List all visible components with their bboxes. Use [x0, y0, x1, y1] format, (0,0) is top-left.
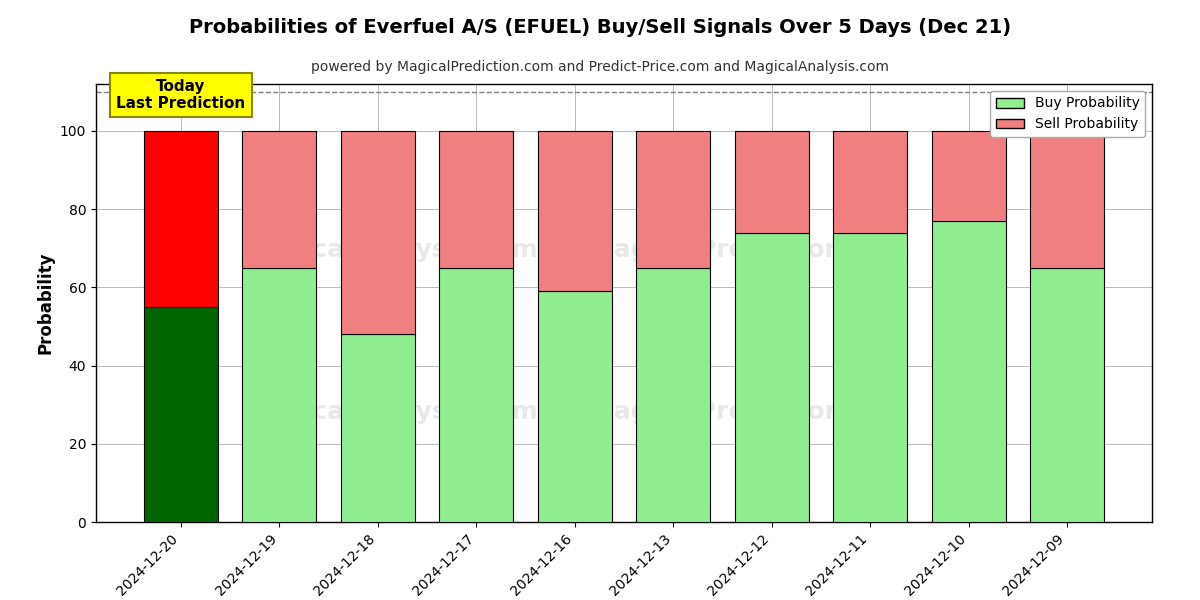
Y-axis label: Probability: Probability — [36, 252, 54, 354]
Text: MagicalPrediction.com: MagicalPrediction.com — [590, 401, 911, 425]
Bar — [636, 268, 710, 522]
Bar — [636, 131, 710, 268]
Bar — [144, 131, 218, 307]
Bar — [439, 268, 514, 522]
Bar — [734, 233, 809, 522]
Bar — [538, 131, 612, 291]
Bar — [242, 131, 317, 268]
Text: MagicalAnalysis.com: MagicalAnalysis.com — [245, 238, 539, 262]
Bar — [538, 291, 612, 522]
Text: MagicalPrediction.com: MagicalPrediction.com — [590, 238, 911, 262]
Bar — [1030, 268, 1104, 522]
Bar — [931, 131, 1006, 221]
Bar — [341, 131, 415, 334]
Bar — [1030, 131, 1104, 268]
Bar — [144, 307, 218, 522]
Text: MagicalAnalysis.com: MagicalAnalysis.com — [245, 401, 539, 425]
Bar — [242, 268, 317, 522]
Text: Today
Last Prediction: Today Last Prediction — [116, 79, 246, 112]
Bar — [734, 131, 809, 233]
Bar — [833, 233, 907, 522]
Text: Probabilities of Everfuel A/S (EFUEL) Buy/Sell Signals Over 5 Days (Dec 21): Probabilities of Everfuel A/S (EFUEL) Bu… — [188, 18, 1012, 37]
Bar — [439, 131, 514, 268]
Bar — [341, 334, 415, 522]
Text: powered by MagicalPrediction.com and Predict-Price.com and MagicalAnalysis.com: powered by MagicalPrediction.com and Pre… — [311, 60, 889, 74]
Bar — [833, 131, 907, 233]
Legend: Buy Probability, Sell Probability: Buy Probability, Sell Probability — [990, 91, 1145, 137]
Bar — [931, 221, 1006, 522]
